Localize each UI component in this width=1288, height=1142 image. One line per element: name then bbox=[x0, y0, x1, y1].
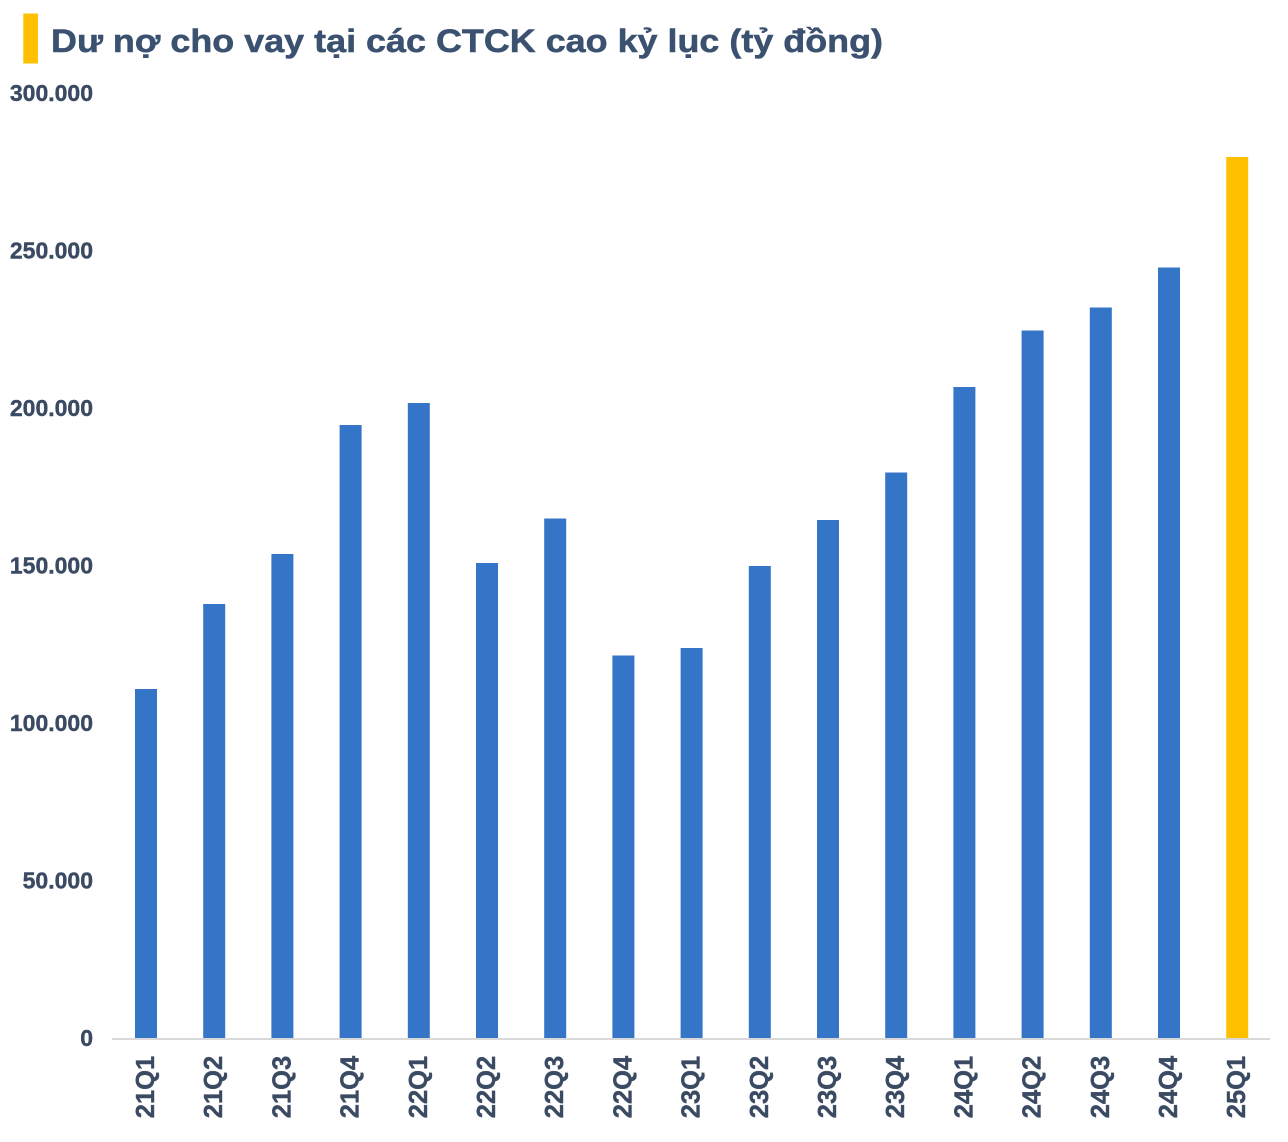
svg-text:21Q2: 21Q2 bbox=[200, 1056, 228, 1118]
svg-text:200.000: 200.000 bbox=[10, 395, 93, 421]
svg-text:22Q1: 22Q1 bbox=[405, 1056, 433, 1118]
svg-text:24Q2: 24Q2 bbox=[1019, 1056, 1047, 1118]
svg-text:21Q4: 21Q4 bbox=[337, 1055, 365, 1118]
svg-text:22Q2: 22Q2 bbox=[473, 1056, 501, 1118]
svg-text:22Q3: 22Q3 bbox=[541, 1056, 569, 1118]
svg-text:23Q1: 23Q1 bbox=[678, 1056, 706, 1118]
svg-text:23Q4: 23Q4 bbox=[882, 1055, 910, 1118]
svg-text:150.000: 150.000 bbox=[10, 552, 93, 578]
svg-text:23Q2: 23Q2 bbox=[746, 1056, 774, 1118]
svg-text:Dư nợ cho vay tại các CTCK cao: Dư nợ cho vay tại các CTCK cao kỷ lục (t… bbox=[51, 23, 883, 59]
svg-text:100.000: 100.000 bbox=[10, 710, 93, 736]
svg-text:0: 0 bbox=[80, 1025, 93, 1051]
svg-text:22Q4: 22Q4 bbox=[609, 1055, 637, 1118]
svg-text:24Q1: 24Q1 bbox=[950, 1056, 978, 1118]
svg-text:24Q3: 24Q3 bbox=[1087, 1056, 1115, 1118]
svg-text:25Q1: 25Q1 bbox=[1223, 1056, 1251, 1118]
svg-text:21Q1: 21Q1 bbox=[132, 1056, 160, 1118]
svg-text:23Q3: 23Q3 bbox=[814, 1056, 842, 1118]
svg-text:300.000: 300.000 bbox=[10, 80, 93, 106]
svg-text:24Q4: 24Q4 bbox=[1155, 1055, 1183, 1118]
svg-text:250.000: 250.000 bbox=[10, 237, 93, 263]
svg-text:50.000: 50.000 bbox=[23, 867, 93, 893]
svg-text:21Q3: 21Q3 bbox=[268, 1056, 296, 1118]
